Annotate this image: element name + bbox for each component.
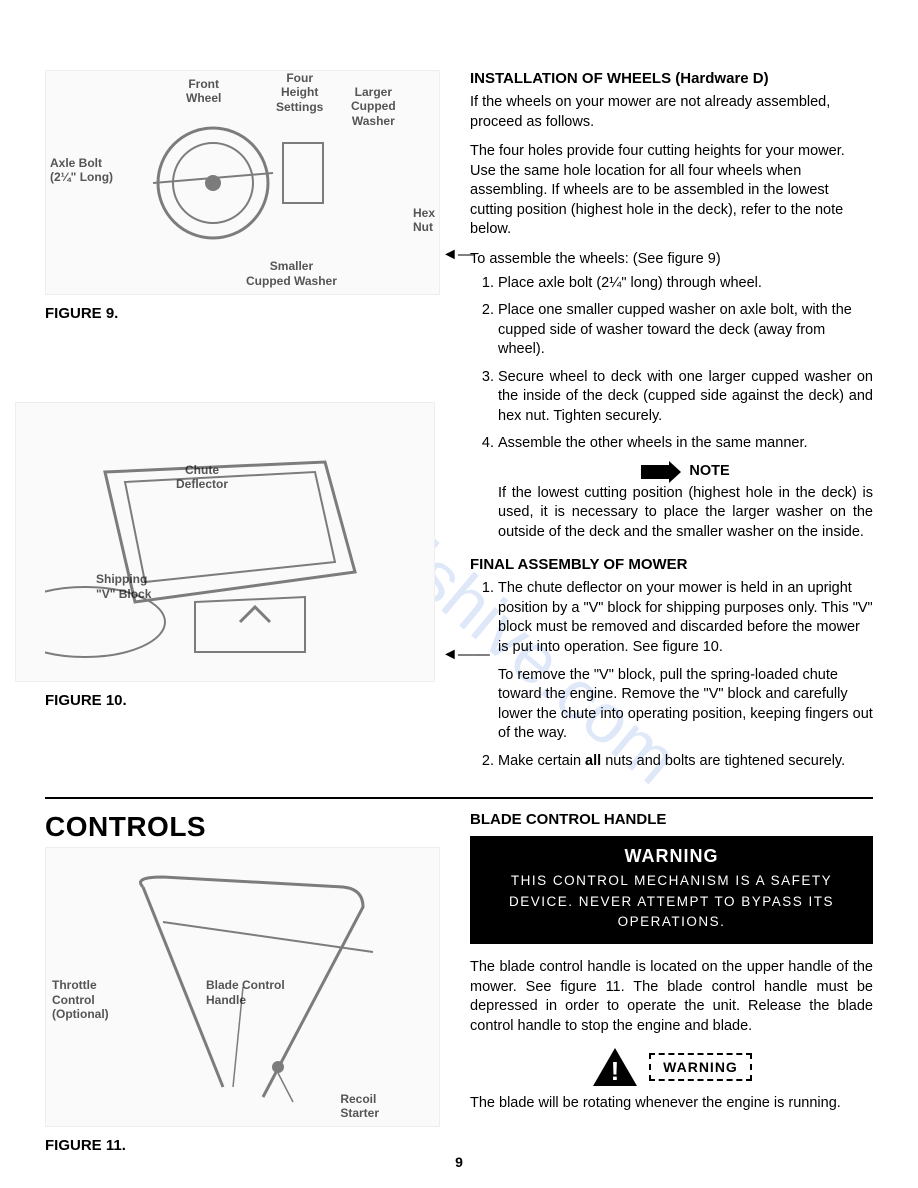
label-axle-bolt: Axle Bolt (2¼" Long) — [50, 156, 113, 185]
final-step-1a: The chute deflector on your mower is hel… — [498, 580, 873, 655]
note-block: NOTE If the lowest cutting position (hig… — [498, 462, 873, 542]
figure-9-caption: FIGURE 9. — [45, 305, 440, 322]
final-step-2-pre: Make certain — [498, 753, 585, 769]
left-column-upper: Front Wheel Four Height Settings Larger … — [45, 70, 440, 779]
install-steps: Place axle bolt (2¼" long) through wheel… — [470, 274, 873, 455]
install-p2: The four holes provide four cutting heig… — [470, 142, 873, 240]
note-label: NOTE — [689, 462, 729, 482]
warning-triangle-icon: ! — [591, 1046, 639, 1088]
warning-text: THIS CONTROL MECHANISM IS A SAFETY DEVIC… — [490, 871, 853, 932]
final-step-2-post: nuts and bolts are tightened securely. — [601, 753, 845, 769]
pointer-arrow-icon: ◄— — [442, 246, 474, 264]
arrow-right-icon — [641, 465, 671, 479]
install-step-1: Place axle bolt (2¼" long) through wheel… — [498, 274, 873, 294]
install-step-4: Assemble the other wheels in the same ma… — [498, 434, 873, 454]
manual-page: manualshive.com Front Wheel Four Height … — [0, 0, 918, 1188]
final-steps: The chute deflector on your mower is hel… — [470, 579, 873, 771]
install-heading: INSTALLATION OF WHEELS (Hardware D) — [470, 70, 873, 87]
label-hex-nut: Hex Nut — [413, 206, 435, 235]
controls-title: CONTROLS — [45, 811, 440, 843]
final-step-1b: To remove the "V" block, pull the spring… — [498, 667, 873, 742]
blade-control-heading: BLADE CONTROL HANDLE — [470, 811, 873, 828]
label-front-wheel: Front Wheel — [186, 77, 221, 106]
figure-11-diagram: Throttle Control (Optional) Blade Contro… — [45, 847, 440, 1127]
figure-11-caption: FIGURE 11. — [45, 1137, 440, 1154]
warning-stamp: WARNING — [649, 1053, 752, 1081]
final-step-1: The chute deflector on your mower is hel… — [498, 579, 873, 744]
svg-text:!: ! — [611, 1056, 620, 1086]
warning-inline: ! WARNING — [470, 1046, 873, 1088]
right-column-controls: BLADE CONTROL HANDLE WARNING THIS CONTRO… — [470, 811, 873, 1154]
label-smaller-washer: Smaller Cupped Washer — [246, 259, 337, 288]
right-column-upper: ◄— ◄—— INSTALLATION OF WHEELS (Hardware … — [470, 70, 873, 779]
left-column-controls: CONTROLS Throttle Control (Optional) Bla… — [45, 811, 440, 1154]
controls-p2: The blade will be rotating whenever the … — [470, 1094, 873, 1114]
install-p1: If the wheels on your mower are not alre… — [470, 93, 873, 132]
label-larger-washer: Larger Cupped Washer — [351, 85, 396, 128]
page-number: 9 — [0, 1154, 918, 1170]
final-heading: FINAL ASSEMBLY OF MOWER — [470, 556, 873, 573]
pointer-arrow-icon: ◄—— — [442, 646, 490, 664]
section-divider — [45, 797, 873, 799]
label-four-height: Four Height Settings — [276, 71, 323, 114]
final-step-2-bold: all — [585, 753, 601, 769]
note-header: NOTE — [498, 462, 873, 482]
upper-section: Front Wheel Four Height Settings Larger … — [45, 70, 873, 779]
note-body: If the lowest cutting position (highest … — [498, 484, 873, 543]
warning-box-black: WARNING THIS CONTROL MECHANISM IS A SAFE… — [470, 836, 873, 944]
warning-title: WARNING — [490, 846, 853, 867]
final-step-2: Make certain all nuts and bolts are tigh… — [498, 752, 873, 772]
controls-section: CONTROLS Throttle Control (Optional) Bla… — [45, 811, 873, 1154]
figure-10-caption: FIGURE 10. — [45, 692, 440, 709]
controls-p1: The blade control handle is located on t… — [470, 958, 873, 1036]
figure-10-diagram: Chute Deflector Shipping "V" Block — [15, 402, 435, 682]
install-step-2: Place one smaller cupped washer on axle … — [498, 301, 873, 360]
install-p3: To assemble the wheels: (See figure 9) — [470, 250, 873, 270]
install-step-3: Secure wheel to deck with one larger cup… — [498, 368, 873, 427]
figure-9-diagram: Front Wheel Four Height Settings Larger … — [45, 70, 440, 295]
